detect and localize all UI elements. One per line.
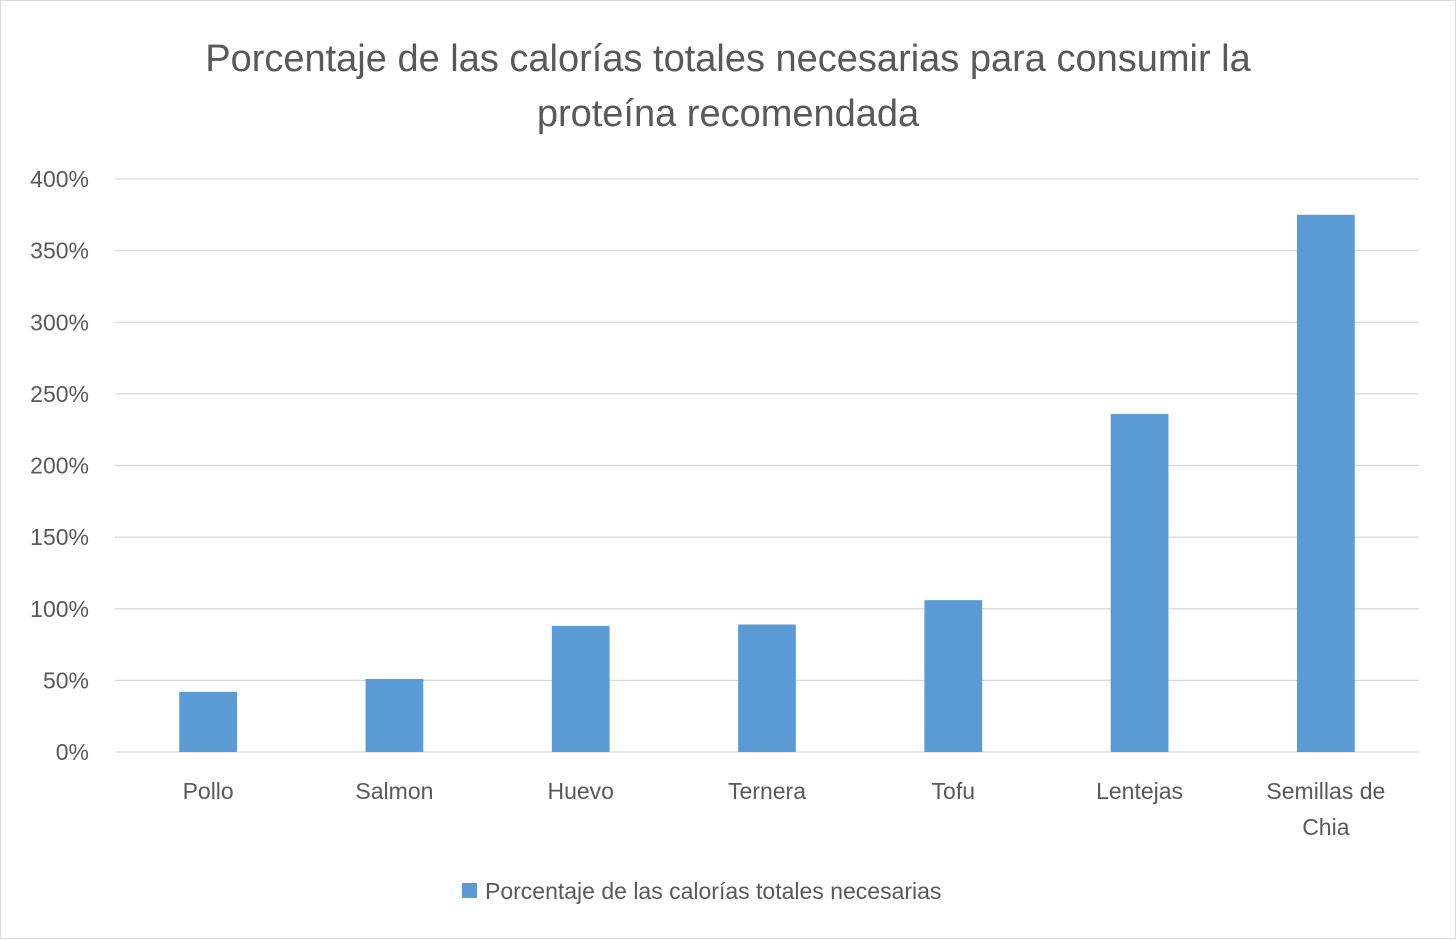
x-tick-label: Chia	[1302, 814, 1350, 840]
legend-label: Porcentaje de las calorías totales neces…	[485, 878, 941, 904]
bar-semillas-de-chia	[1296, 214, 1355, 752]
x-tick-label: Huevo	[547, 778, 613, 804]
bar-salmon	[365, 678, 424, 752]
x-tick-label: Semillas de	[1266, 778, 1385, 804]
chart-title-line-1: Porcentaje de las calorías totales neces…	[205, 38, 1251, 80]
y-tick-label: 250%	[30, 381, 89, 407]
y-tick-label: 350%	[30, 238, 89, 264]
bar-ternera	[738, 624, 796, 752]
y-tick-label: 0%	[56, 739, 89, 765]
x-tick-label: Pollo	[183, 778, 234, 804]
x-tick-label: Ternera	[728, 778, 806, 804]
x-tick-label: Lentejas	[1096, 778, 1183, 804]
y-axis-ticks: 0% 50% 100% 150% 200% 250% 300% 350% 400%	[30, 166, 89, 765]
chart-title: Porcentaje de las calorías totales neces…	[205, 38, 1251, 135]
x-tick-label: Salmon	[355, 778, 433, 804]
x-axis-labels: Pollo Salmon Huevo Ternera Tofu Lentejas Semil…	[183, 778, 1386, 840]
bar-tofu	[924, 600, 983, 752]
y-tick-label: 100%	[30, 596, 89, 622]
legend: Porcentaje de las calorías totales neces…	[462, 878, 941, 904]
y-tick-label: 300%	[30, 309, 89, 335]
y-tick-label: 50%	[43, 667, 89, 693]
bars	[179, 214, 1355, 752]
x-tick-label: Tofu	[932, 778, 975, 804]
legend-swatch	[462, 883, 477, 898]
y-tick-label: 150%	[30, 524, 89, 550]
y-tick-label: 200%	[30, 453, 89, 479]
y-tick-label: 400%	[30, 166, 89, 192]
chart-title-line-2: proteína recomendada	[537, 93, 920, 135]
bar-huevo	[551, 625, 610, 752]
gridlines	[115, 178, 1419, 753]
bar-lentejas	[1110, 413, 1169, 752]
bar-pollo	[179, 691, 238, 752]
